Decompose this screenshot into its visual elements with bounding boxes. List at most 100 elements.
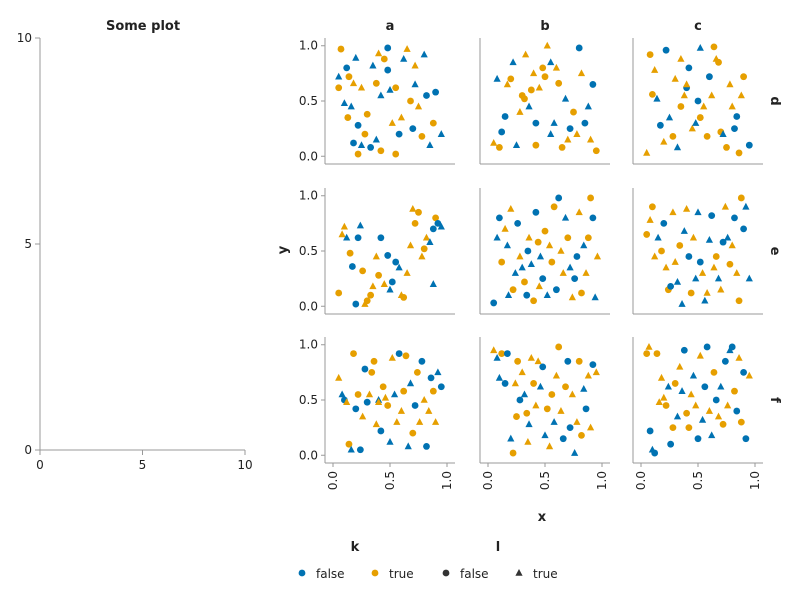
data-point-circle [350,139,357,147]
data-point-circle [367,144,375,151]
data-point-circle [354,150,362,158]
data-point-triangle [404,442,412,450]
data-point-triangle [680,91,688,99]
data-point-circle [710,43,718,51]
data-point-triangle [726,346,734,354]
data-point-circle [409,125,417,133]
data-point-triangle [541,431,549,439]
data-point-circle [400,387,408,395]
data-point-circle [735,297,743,305]
data-point-triangle [692,274,700,282]
data-point-triangle [573,130,581,137]
data-point-triangle [359,412,367,420]
data-point-circle [731,214,738,222]
data-point-circle [524,247,532,255]
data-point-triangle [726,80,734,88]
data-point-circle [573,253,581,260]
data-point-circle [384,44,392,52]
data-point-triangle [714,412,723,420]
data-point-triangle [536,382,545,390]
data-point-circle [566,424,574,432]
data-point-circle [660,219,668,227]
data-point-circle [671,380,679,387]
data-point-triangle [550,418,558,425]
data-point-triangle [651,66,659,73]
data-point-circle [575,44,583,52]
legend-marker-title: l [496,540,500,555]
data-point-circle [377,234,385,242]
data-point-circle [712,253,720,260]
data-point-triangle [645,342,653,350]
data-point-circle [731,387,738,395]
data-point-triangle [518,368,526,376]
data-point-triangle [571,449,579,456]
data-point-circle [669,424,677,432]
data-point-circle [363,297,371,305]
data-point-triangle [374,49,383,57]
data-point-triangle [437,222,445,230]
data-point-circle [354,391,362,398]
data-point-circle [418,132,426,140]
data-point-triangle [395,263,403,271]
data-point-triangle [587,135,595,143]
legend-color-label: true [389,567,414,581]
data-point-triangle [380,280,388,287]
data-point-circle [543,405,551,413]
data-point-triangle [386,85,394,93]
data-point-triangle [696,351,704,359]
data-point-circle [379,383,387,391]
data-point-triangle [577,69,586,77]
facet-column-header-c: c [694,19,702,34]
data-point-triangle [416,418,424,425]
data-point-circle [523,291,531,299]
data-point-triangle [708,431,716,439]
data-point-circle [350,350,357,357]
data-point-triangle [671,258,679,265]
data-point-circle [380,55,388,63]
data-point-circle [685,424,693,432]
data-point-circle [418,357,426,365]
data-point-triangle [653,94,661,102]
data-point-circle [669,132,677,140]
data-point-triangle [593,252,602,260]
data-point-circle [432,214,440,222]
legend-marker-swatch-triangle [515,569,523,576]
data-point-triangle [418,252,426,260]
data-point-triangle [507,434,515,442]
data-point-circle [521,278,528,286]
data-point-circle [721,357,729,365]
data-point-triangle [501,224,509,232]
legend-marker-label: true [533,567,558,581]
data-point-circle [345,440,353,448]
data-point-triangle [525,102,533,110]
data-point-circle [429,387,437,395]
data-point-triangle [406,379,415,387]
data-point-circle [539,363,547,371]
data-point-triangle [552,371,561,379]
facet-y-tick-label: 0.0 [299,299,318,313]
legend-color-title: k [351,540,360,555]
data-point-triangle [673,412,682,420]
data-point-triangle [717,285,725,293]
data-point-triangle [643,148,651,156]
legend-color-swatch [298,569,306,577]
data-point-triangle [714,274,723,282]
data-point-circle [703,132,711,140]
data-point-circle [553,286,560,294]
data-point-triangle [557,407,565,414]
data-point-triangle [660,137,668,145]
data-point-circle [367,291,375,299]
data-point-circle [345,73,353,81]
data-point-circle [352,300,360,308]
facet-x-tick-label: 0.5 [691,471,705,490]
data-point-circle [516,396,524,404]
data-point-triangle [677,55,685,62]
data-point-circle [555,194,563,202]
data-point-circle [509,286,517,294]
data-point-triangle [490,138,498,146]
data-point-circle [377,427,385,435]
data-point-triangle [651,252,659,260]
data-point-circle [539,275,547,283]
data-point-triangle [349,79,358,87]
